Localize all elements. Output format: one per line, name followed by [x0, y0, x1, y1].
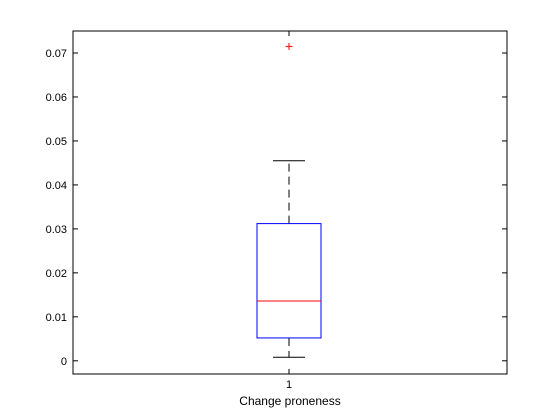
plot-marks: [256, 42, 322, 358]
y-tick-label: 0: [61, 356, 67, 368]
y-tick-label: 0.01: [46, 312, 67, 324]
y-tick-label: 0.05: [46, 136, 67, 148]
y-tick-label: 0.04: [46, 180, 67, 192]
plot-frame: [72, 30, 508, 375]
axes: 0 0.01 0.02 0.03 0.04 0.05 0.06 0.07 1: [46, 30, 508, 391]
y-tick-label: 0.03: [46, 224, 67, 236]
y-tick-label: 0.07: [46, 48, 67, 60]
x-axis-label: Change proneness: [239, 394, 340, 408]
y-tick-label: 0.06: [46, 92, 67, 104]
y-tick-label: 0.02: [46, 268, 67, 280]
iqr-box: [256, 223, 322, 339]
outlier-point: [285, 42, 293, 50]
x-tick-label: 1: [286, 379, 292, 391]
